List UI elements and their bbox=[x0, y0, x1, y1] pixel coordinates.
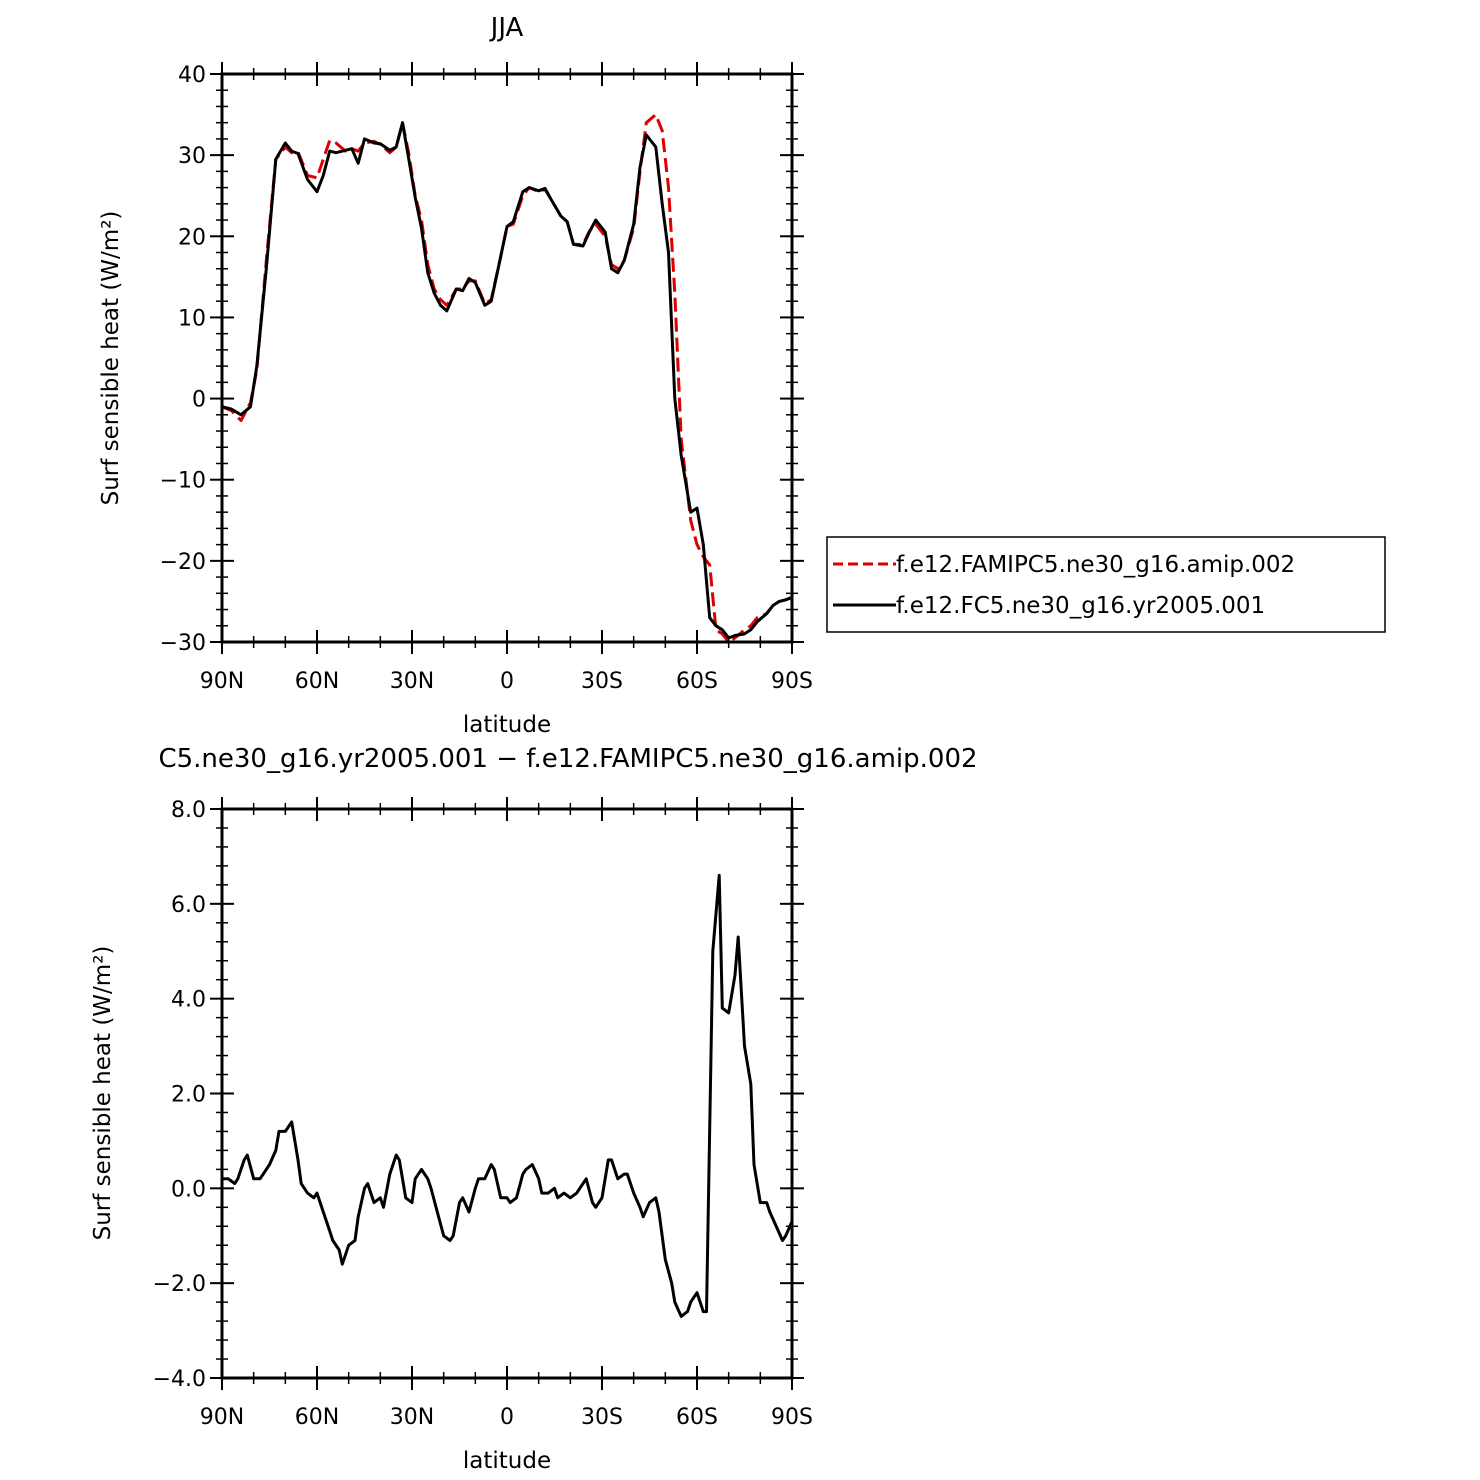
legend-label-amip: f.e12.FAMIPC5.ne30_g16.amip.002 bbox=[896, 552, 1295, 578]
legend-box bbox=[826, 536, 1386, 633]
y-tick-label: 8.0 bbox=[171, 798, 206, 823]
y-tick-label: 20 bbox=[178, 225, 206, 250]
x-tick-label: 30S bbox=[581, 1405, 623, 1430]
y-tick-label: 30 bbox=[178, 144, 206, 169]
y-tick-label: 10 bbox=[178, 306, 206, 331]
legend: f.e12.FAMIPC5.ne30_g16.amip.002 f.e12.FC… bbox=[826, 536, 1386, 633]
x-tick-label: 60N bbox=[295, 1405, 339, 1430]
y-tick-label: −20 bbox=[160, 550, 206, 575]
chart-top-plot-area bbox=[221, 113, 793, 644]
x-tick-label: 0 bbox=[500, 1405, 514, 1430]
chart-top-x-axis-title: latitude bbox=[463, 712, 551, 738]
y-tick-label: 6.0 bbox=[171, 893, 206, 918]
x-tick-label: 60S bbox=[676, 1405, 718, 1430]
x-tick-label: 90S bbox=[771, 669, 813, 694]
y-tick-label: 4.0 bbox=[171, 988, 206, 1013]
y-tick-label: −10 bbox=[160, 469, 206, 494]
y-tick-label: −30 bbox=[160, 631, 206, 656]
chart-bottom-title: C5.ne30_g16.yr2005.001 − f.e12.FAMIPC5.n… bbox=[158, 744, 977, 774]
chart-bottom-y-tick-labels: 8.0 6.0 4.0 2.0 0.0 −2.0 −4.0 bbox=[153, 798, 206, 1392]
chart-bottom-y-axis-title: Surf sensible heat (W/m²) bbox=[90, 946, 116, 1241]
y-tick-label: −2.0 bbox=[153, 1272, 206, 1297]
series-line-0-0 bbox=[221, 113, 793, 644]
x-tick-label: 90S bbox=[771, 1405, 813, 1430]
chart-top: JJA 90N 60N 30N 0 30S 60S 90S 40 30 20 10 0 −10 −20 −… bbox=[98, 13, 1386, 738]
chart-bottom-x-tick-labels: 90N 60N 30N 0 30S 60S 90S bbox=[200, 1405, 813, 1430]
y-tick-label: 2.0 bbox=[171, 1083, 206, 1108]
chart-bottom: C5.ne30_g16.yr2005.001 − f.e12.FAMIPC5.n… bbox=[90, 744, 978, 1474]
x-tick-label: 30N bbox=[390, 669, 434, 694]
x-tick-label: 60S bbox=[676, 669, 718, 694]
chart-top-x-tick-labels: 90N 60N 30N 0 30S 60S 90S bbox=[200, 669, 813, 694]
chart-top-y-tick-labels: 40 30 20 10 0 −10 −20 −30 bbox=[160, 63, 206, 656]
series-line-0-1 bbox=[221, 121, 793, 640]
series-line-1-0 bbox=[222, 873, 794, 1318]
y-tick-label: −4.0 bbox=[153, 1367, 206, 1392]
chart-bottom-plot-area bbox=[222, 873, 794, 1318]
chart-bottom-ticks bbox=[210, 797, 804, 1390]
x-tick-label: 30S bbox=[581, 669, 623, 694]
chart-top-frame bbox=[220, 72, 794, 644]
x-tick-label: 30N bbox=[390, 1405, 434, 1430]
x-tick-label: 60N bbox=[295, 669, 339, 694]
chart-top-ticks bbox=[210, 62, 804, 654]
y-tick-label: 40 bbox=[178, 63, 206, 88]
y-tick-label: 0.0 bbox=[171, 1177, 206, 1202]
chart-top-title: JJA bbox=[489, 13, 524, 43]
x-tick-label: 0 bbox=[500, 669, 514, 694]
x-tick-label: 90N bbox=[200, 669, 244, 694]
chart-bottom-x-axis-title: latitude bbox=[463, 1448, 551, 1474]
chart-top-y-axis-title: Surf sensible heat (W/m²) bbox=[98, 211, 124, 506]
legend-label-fc5: f.e12.FC5.ne30_g16.yr2005.001 bbox=[896, 593, 1265, 619]
y-tick-label: 0 bbox=[192, 388, 206, 413]
x-tick-label: 90N bbox=[200, 1405, 244, 1430]
